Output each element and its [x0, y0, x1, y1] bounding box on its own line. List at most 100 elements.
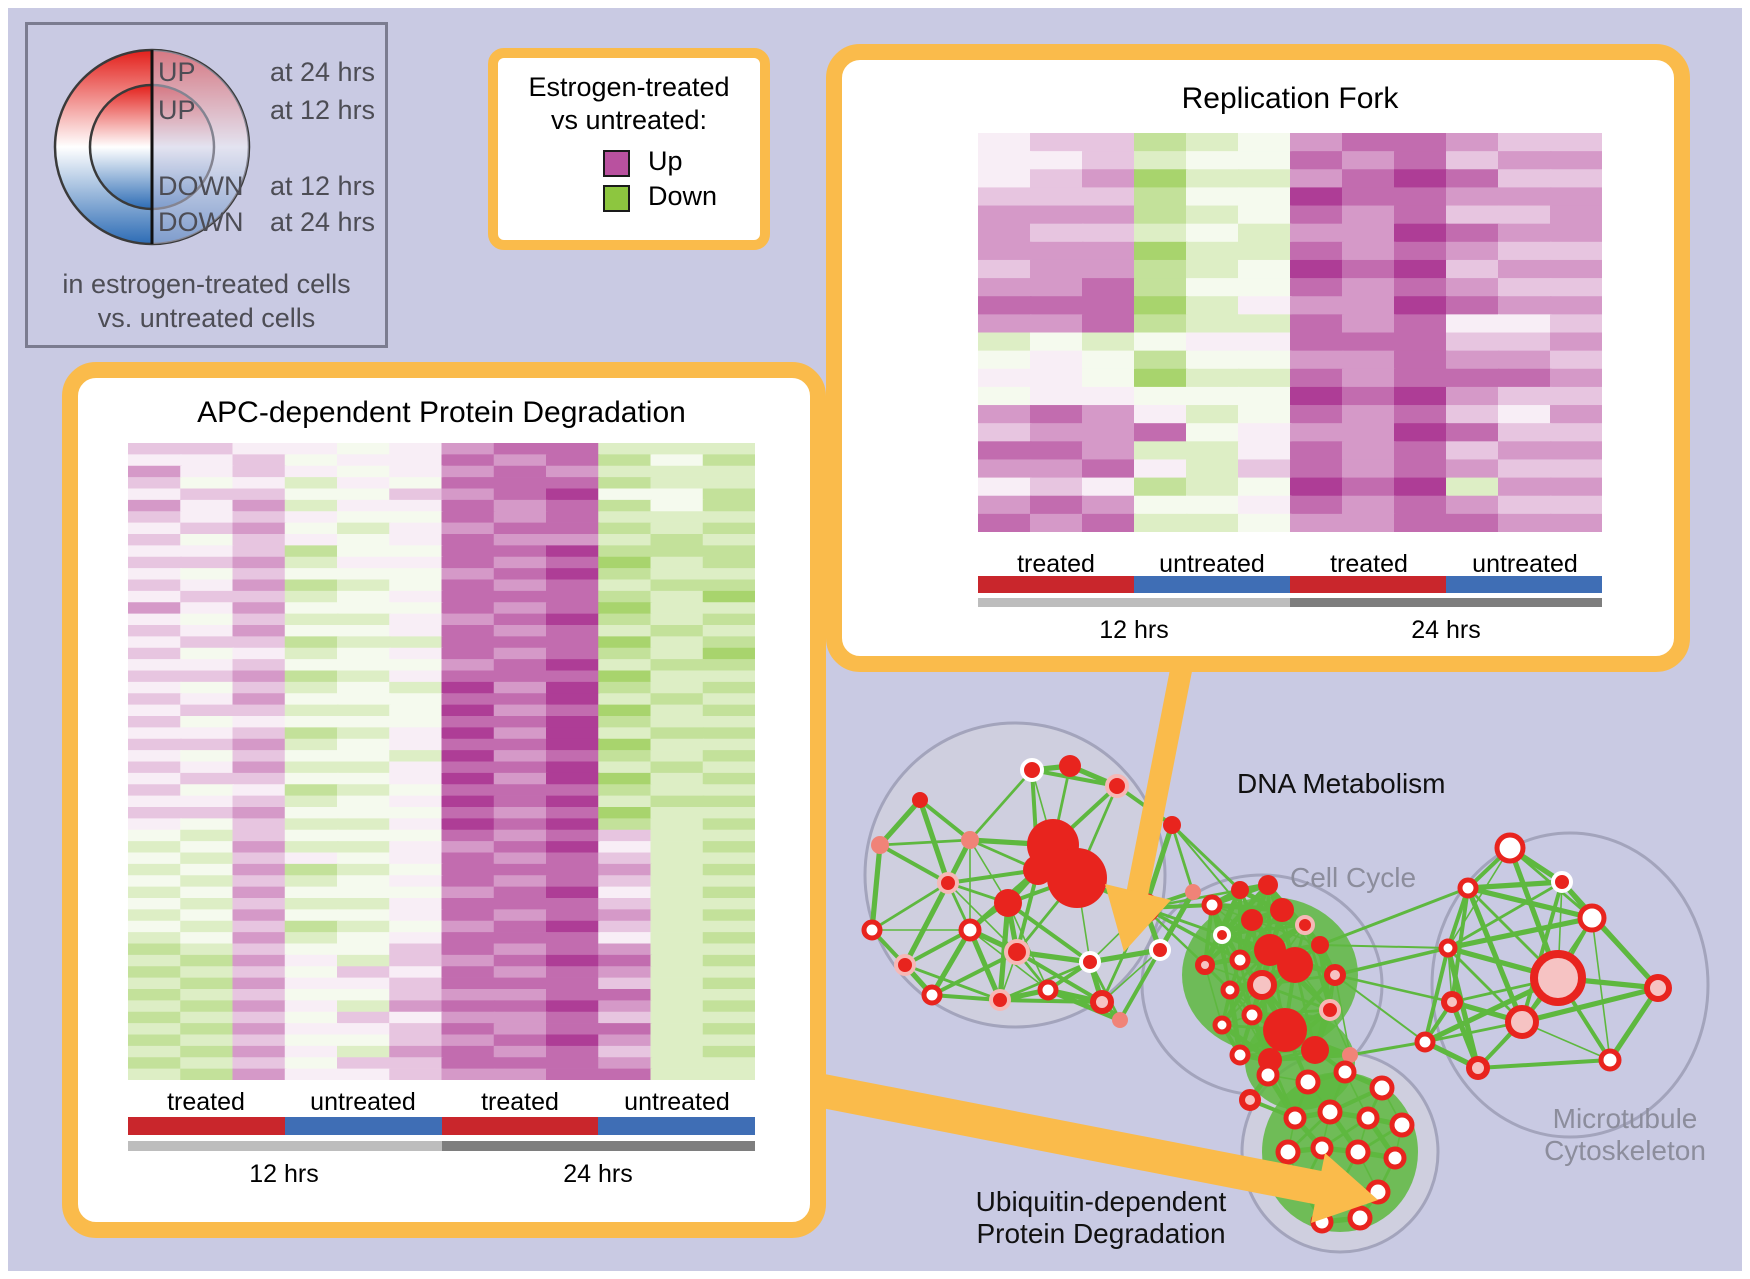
- gene-node-dna: [961, 831, 979, 849]
- gene-node-microtubule: [1530, 950, 1586, 1006]
- edge: [1520, 881, 1564, 1023]
- rf-group-label-1: untreated: [1159, 550, 1265, 578]
- cluster-label-ubiquitin-line2: Protein Degradation: [976, 1218, 1226, 1249]
- gene-node-ubiquitin: [1347, 1205, 1373, 1231]
- gene-node-dna: [1037, 979, 1059, 1001]
- gene-node-cell_cycle: [1270, 898, 1294, 922]
- ring-label-dir-3: DOWN: [158, 207, 244, 237]
- gene-node-dna: [912, 792, 928, 808]
- gene-node-ubiquitin: [1317, 1099, 1343, 1125]
- gene-node-dna: [958, 918, 982, 942]
- edge: [1607, 986, 1661, 1062]
- apc-condition-bars: [128, 1117, 755, 1135]
- gene-node-ubiquitin: [1310, 1136, 1334, 1160]
- rf-bar-untreated-12: [1134, 576, 1290, 593]
- apc-bar-24hrs: [441, 1141, 755, 1151]
- gene-node-dna: [1079, 951, 1101, 973]
- rf-condition-bars: [978, 576, 1602, 593]
- rf-time-label-24: 24 hrs: [1411, 616, 1481, 644]
- cross-edge: [1349, 1040, 1426, 1057]
- edge: [1118, 949, 1162, 1021]
- apc-group-label-2: treated: [481, 1088, 559, 1116]
- edge: [1031, 768, 1118, 788]
- ring-label-dir-2: DOWN: [158, 171, 244, 201]
- edge: [1227, 989, 1243, 1056]
- gene-node-microtubule: [1438, 938, 1458, 958]
- replication-fork-title: Replication Fork: [1181, 82, 1399, 115]
- edge: [904, 928, 971, 967]
- gene-node-ubiquitin: [1345, 1139, 1371, 1165]
- edge: [929, 928, 973, 997]
- ring-legend-box: UP at 24 hrs UP at 12 hrs DOWN at 12 hrs…: [25, 22, 388, 348]
- up-swatch-label: Up: [648, 146, 683, 176]
- gene-node-ubiquitin: [1256, 1063, 1280, 1087]
- gene-node-microtubule: [1441, 991, 1463, 1013]
- edge: [1447, 880, 1563, 950]
- cross-edge: [1170, 823, 1242, 892]
- gene-node-microtubule: [1551, 871, 1573, 893]
- gene-node-dna: [1020, 758, 1044, 782]
- gene-node-dna: [1149, 939, 1171, 961]
- panel-arrow-stem-0: [1125, 652, 1195, 903]
- edge: [1281, 909, 1336, 976]
- gene-node-ubiquitin: [1275, 1139, 1301, 1165]
- down-swatch-label: Down: [648, 181, 718, 211]
- gene-node-dna: [1163, 816, 1181, 834]
- gene-node-cell_cycle: [1241, 909, 1263, 931]
- edge: [1334, 974, 1351, 1056]
- cross-edge: [1144, 906, 1241, 962]
- gene-node-ubiquitin: [1369, 1075, 1395, 1101]
- gene-node-cell_cycle: [1220, 980, 1240, 1000]
- cross-edge: [1334, 946, 1449, 977]
- gene-node-dna: [937, 872, 959, 894]
- gene-node-ubiquitin: [1389, 1112, 1415, 1138]
- gene-node-cell_cycle: [1247, 970, 1277, 1000]
- edge: [879, 843, 949, 885]
- estrogen-legend-title-line1: Estrogen-treated: [528, 72, 730, 102]
- cluster-label-ubiquitin-line1: Ubiquitin-dependent: [975, 1186, 1227, 1217]
- gene-node-dna: [994, 889, 1022, 917]
- gene-node-microtubule: [1457, 877, 1479, 899]
- panel-arrow-stem-1: [814, 1073, 1324, 1205]
- gene-node-cell_cycle: [1277, 947, 1313, 983]
- ring-label-time-2: at 12 hrs: [270, 171, 376, 201]
- gene-node-dna: [1112, 1012, 1128, 1028]
- cross-edge: [1334, 973, 1453, 1004]
- gene-node-dna: [871, 836, 889, 854]
- apc-bar-treated-24: [441, 1117, 599, 1135]
- rf-bar-treated-24: [1290, 576, 1446, 593]
- gene-node-ubiquitin: [1333, 1060, 1357, 1084]
- cross-edge: [1319, 944, 1449, 949]
- gene-node-cell_cycle: [1229, 949, 1251, 971]
- apc-bar-treated-12: [128, 1117, 285, 1135]
- estrogen-legend-box: Estrogen-treated vs untreated: Up Down: [488, 48, 770, 250]
- rf-time-label-12: 12 hrs: [1099, 616, 1169, 644]
- apc-degradation-panel: APC-dependent Protein Degradation treate…: [62, 362, 826, 1238]
- panel-arrow-head-0: [1105, 884, 1171, 952]
- gene-node-ubiquitin: [1383, 1146, 1407, 1170]
- edge: [1047, 987, 1121, 1023]
- edge: [999, 998, 1103, 1004]
- edge: [1477, 1058, 1611, 1070]
- apc-time-label-12: 12 hrs: [249, 1160, 319, 1188]
- ring-label-time-3: at 24 hrs: [270, 207, 376, 237]
- gene-node-microtubule: [1598, 1048, 1622, 1072]
- rf-group-label-2: treated: [1330, 550, 1408, 578]
- edge: [947, 868, 1039, 885]
- gene-node-dna: [1105, 774, 1129, 798]
- gene-node-dna: [1090, 990, 1114, 1014]
- apc-group-label-1: untreated: [310, 1088, 416, 1116]
- edge: [878, 798, 922, 847]
- cluster-ellipse-microtubule: [1430, 831, 1710, 1139]
- edge: [1101, 949, 1161, 1003]
- ring-legend-note-line1: in estrogen-treated cells: [62, 269, 351, 299]
- down-color-swatch: [603, 185, 630, 212]
- edge: [917, 799, 951, 884]
- gene-node-cell_cycle: [1319, 999, 1341, 1021]
- edge: [871, 881, 949, 932]
- edge: [1204, 964, 1223, 1026]
- gene-node-cell_cycle: [1201, 894, 1223, 916]
- gene-node-ubiquitin: [1295, 1069, 1321, 1095]
- gene-node-dna: [1023, 855, 1053, 885]
- gene-node-dna: [1185, 884, 1201, 900]
